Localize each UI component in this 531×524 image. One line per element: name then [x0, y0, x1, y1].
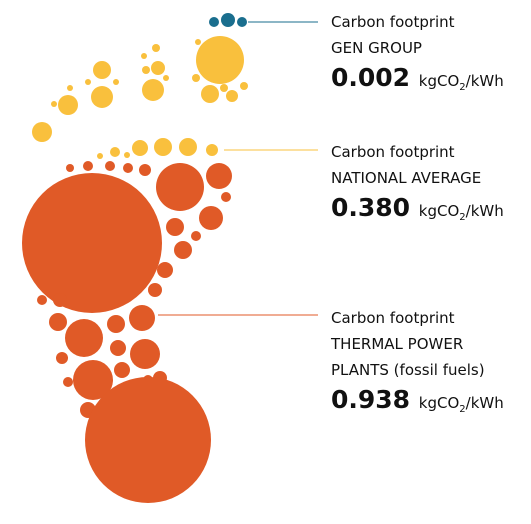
- footprint-item: Carbon footprint NATIONAL AVERAGE 0.380 kg…: [331, 139, 504, 235]
- dot: [221, 13, 235, 27]
- unit-sub: 2: [459, 212, 466, 223]
- value-row: 0.380 kgCO2/kWh: [331, 191, 504, 235]
- dot: [174, 241, 192, 259]
- dot: [166, 218, 184, 236]
- dot: [163, 75, 169, 81]
- dot: [206, 163, 232, 189]
- dot: [114, 362, 130, 378]
- dot: [51, 101, 57, 107]
- dot: [132, 140, 148, 156]
- value: 0.002: [331, 63, 411, 92]
- dot: [154, 138, 172, 156]
- dot: [148, 283, 162, 297]
- dot: [226, 90, 238, 102]
- dot: [97, 153, 103, 159]
- dot: [220, 84, 228, 92]
- dot: [110, 147, 120, 157]
- dot: [110, 340, 126, 356]
- dot: [85, 79, 91, 85]
- label-line: GEN GROUP: [331, 39, 422, 57]
- unit-rest: /kWh: [465, 202, 504, 220]
- dot: [85, 377, 211, 503]
- dot: [201, 85, 219, 103]
- dot: [37, 295, 47, 305]
- value-row: 0.002 kgCO2/kWh: [331, 61, 504, 105]
- dot: [209, 17, 219, 27]
- label-line: Carbon footprint: [331, 143, 455, 161]
- dot: [83, 161, 93, 171]
- unit-rest: /kWh: [465, 72, 504, 90]
- footprint-item: Carbon footprint GEN GROUP 0.002 kgCO2/kWh: [331, 9, 504, 105]
- label-line: NATIONAL AVERAGE: [331, 169, 482, 187]
- dot: [195, 39, 201, 45]
- dot: [192, 74, 200, 82]
- dot: [67, 85, 73, 91]
- unit-rest: /kWh: [465, 394, 504, 412]
- dot: [113, 79, 119, 85]
- dot: [141, 53, 147, 59]
- unit-base: kgCO: [418, 394, 460, 412]
- dot: [179, 138, 197, 156]
- label-line: Carbon footprint: [331, 309, 455, 327]
- dot: [105, 161, 115, 171]
- label-line: PLANTS (fossil fuels): [331, 361, 485, 379]
- dot: [22, 173, 162, 313]
- dot: [91, 86, 113, 108]
- dot: [240, 82, 248, 90]
- dot: [156, 163, 204, 211]
- dot: [221, 192, 231, 202]
- footprint-item: Carbon footprint THERMAL POWER PLANTS (fos…: [331, 305, 504, 427]
- dot: [129, 305, 155, 331]
- dot: [191, 231, 201, 241]
- value: 0.380: [331, 193, 411, 222]
- dot: [66, 164, 74, 172]
- value-row: 0.938 kgCO2/kWh: [331, 383, 504, 427]
- dot: [199, 206, 223, 230]
- unit: kgCO2/kWh: [418, 72, 504, 93]
- unit-sub: 2: [459, 404, 466, 415]
- dot: [32, 122, 52, 142]
- unit-base: kgCO: [418, 202, 460, 220]
- unit-base: kgCO: [418, 72, 460, 90]
- dot: [53, 293, 67, 307]
- dot: [63, 377, 73, 387]
- dot: [237, 17, 247, 27]
- dot: [151, 61, 165, 75]
- dot: [65, 319, 103, 357]
- dot: [56, 352, 68, 364]
- label-line: THERMAL POWER: [331, 335, 464, 353]
- unit: kgCO2/kWh: [418, 202, 504, 223]
- dot: [206, 144, 218, 156]
- dot: [49, 313, 67, 331]
- dot: [123, 163, 133, 173]
- dot: [58, 95, 78, 115]
- dot: [107, 315, 125, 333]
- label-line: Carbon footprint: [331, 13, 455, 31]
- unit: kgCO2/kWh: [418, 394, 504, 415]
- dot: [124, 152, 130, 158]
- dot: [130, 339, 160, 369]
- dot: [139, 164, 151, 176]
- value: 0.938: [331, 385, 411, 414]
- dot: [196, 36, 244, 84]
- dot: [142, 66, 150, 74]
- dot: [157, 262, 173, 278]
- dot: [152, 44, 160, 52]
- dot: [142, 79, 164, 101]
- unit-sub: 2: [459, 82, 466, 93]
- dot: [73, 360, 113, 400]
- dot: [93, 61, 111, 79]
